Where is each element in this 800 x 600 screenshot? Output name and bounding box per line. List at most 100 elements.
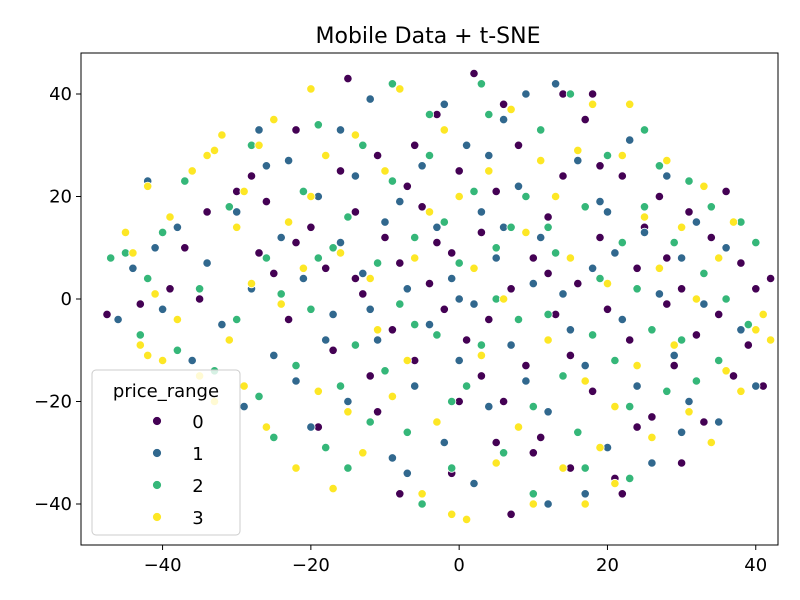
scatter-point-class-3 bbox=[261, 422, 271, 432]
scatter-point-class-3 bbox=[684, 407, 694, 417]
scatter-point-class-3 bbox=[714, 253, 724, 263]
scatter-point-class-3 bbox=[350, 130, 360, 140]
scatter-point-class-3 bbox=[439, 125, 449, 135]
scatter-point-class-3 bbox=[165, 212, 175, 222]
scatter-point-class-3 bbox=[254, 140, 264, 150]
legend-box bbox=[91, 369, 241, 536]
scatter-point-class-0 bbox=[602, 304, 613, 314]
scatter-point-class-1 bbox=[521, 89, 531, 99]
scatter-point-class-2 bbox=[647, 325, 657, 335]
scatter-point-class-1 bbox=[506, 340, 516, 350]
scatter-point-class-2 bbox=[550, 248, 561, 258]
scatter-point-class-0 bbox=[684, 207, 694, 217]
y-tick-label: 0 bbox=[61, 289, 72, 310]
scatter-point-class-1 bbox=[565, 325, 576, 335]
scatter-point-class-2 bbox=[610, 355, 620, 366]
scatter-point-class-2 bbox=[476, 340, 486, 350]
scatter-point-class-3 bbox=[269, 115, 279, 125]
scatter-point-class-0 bbox=[380, 232, 390, 243]
scatter-point-class-0 bbox=[513, 140, 524, 150]
scatter-point-class-0 bbox=[291, 238, 301, 248]
scatter-point-class-3 bbox=[187, 166, 197, 176]
scatter-point-class-2 bbox=[528, 401, 538, 412]
scatter-point-class-1 bbox=[283, 156, 294, 166]
scatter-point-class-1 bbox=[343, 396, 353, 407]
scatter-point-class-2 bbox=[543, 309, 553, 319]
scatter-point-class-2 bbox=[313, 120, 323, 130]
scatter-point-class-2 bbox=[625, 401, 635, 412]
scatter-point-class-2 bbox=[573, 427, 583, 437]
scatter-point-class-2 bbox=[232, 314, 242, 325]
scatter-point-class-1 bbox=[350, 171, 360, 181]
scatter-point-class-2 bbox=[528, 489, 538, 499]
scatter-point-class-2 bbox=[387, 176, 397, 186]
scatter-point-class-0 bbox=[291, 125, 301, 135]
scatter-point-class-3 bbox=[372, 325, 383, 335]
scatter-point-class-3 bbox=[328, 483, 338, 494]
scatter-point-class-0 bbox=[335, 166, 346, 176]
scatter-point-class-3 bbox=[610, 401, 620, 412]
scatter-point-class-1 bbox=[691, 217, 702, 227]
scatter-point-class-1 bbox=[587, 263, 598, 273]
scatter-point-class-0 bbox=[662, 253, 672, 263]
scatter-point-class-1 bbox=[625, 135, 635, 145]
scatter-point-class-3 bbox=[617, 150, 627, 161]
scatter-point-class-1 bbox=[498, 115, 509, 125]
scatter-point-class-2 bbox=[254, 391, 264, 401]
legend-label-3: 3 bbox=[192, 508, 203, 529]
scatter-point-class-0 bbox=[721, 186, 731, 196]
scatter-point-class-1 bbox=[439, 437, 449, 448]
scatter-point-class-1 bbox=[528, 278, 538, 289]
scatter-point-class-3 bbox=[625, 99, 635, 109]
scatter-point-class-1 bbox=[669, 350, 679, 360]
scatter-point-class-2 bbox=[669, 238, 679, 248]
scatter-point-class-0 bbox=[491, 186, 501, 196]
scatter-point-class-3 bbox=[432, 417, 442, 427]
scatter-point-class-2 bbox=[321, 442, 331, 453]
scatter-point-class-1 bbox=[639, 227, 650, 237]
scatter-point-class-1 bbox=[254, 125, 264, 135]
scatter-point-class-0 bbox=[528, 253, 538, 263]
scatter-point-class-0 bbox=[195, 294, 205, 304]
scatter-point-class-2 bbox=[135, 330, 145, 340]
scatter-point-class-1 bbox=[261, 161, 271, 171]
chart-title: Mobile Data + t-SNE bbox=[316, 24, 541, 49]
scatter-point-class-0 bbox=[343, 74, 353, 84]
scatter-point-class-3 bbox=[543, 335, 553, 345]
scatter-point-class-1 bbox=[558, 289, 568, 299]
scatter-point-class-3 bbox=[580, 499, 590, 509]
scatter-point-class-2 bbox=[454, 258, 464, 268]
scatter-point-class-1 bbox=[617, 314, 627, 325]
scatter-point-class-2 bbox=[469, 186, 479, 196]
scatter-point-class-0 bbox=[662, 299, 672, 309]
scatter-point-class-2 bbox=[143, 273, 153, 284]
scatter-point-class-2 bbox=[424, 109, 435, 120]
scatter-point-class-1 bbox=[550, 79, 561, 89]
scatter-point-class-3 bbox=[587, 99, 598, 109]
scatter-point-class-2 bbox=[410, 319, 420, 330]
scatter-point-class-1 bbox=[676, 427, 687, 437]
scatter-point-class-1 bbox=[447, 273, 457, 284]
scatter-point-class-0 bbox=[676, 458, 687, 468]
scatter-point-class-3 bbox=[150, 289, 160, 299]
scatter-point-class-2 bbox=[158, 227, 168, 237]
scatter-point-class-3 bbox=[676, 222, 687, 232]
scatter-point-class-0 bbox=[536, 432, 546, 442]
scatter-point-class-2 bbox=[639, 202, 650, 212]
scatter-point-class-3 bbox=[706, 437, 716, 448]
scatter-point-class-3 bbox=[550, 191, 561, 202]
scatter-point-class-0 bbox=[714, 309, 724, 319]
scatter-point-class-0 bbox=[751, 284, 761, 294]
scatter-point-class-1 bbox=[402, 284, 412, 294]
scatter-point-class-2 bbox=[432, 330, 442, 340]
scatter-point-class-0 bbox=[580, 115, 590, 125]
scatter-point-class-3 bbox=[491, 458, 501, 468]
scatter-point-class-2 bbox=[513, 314, 524, 325]
scatter-point-class-3 bbox=[365, 273, 375, 284]
scatter-point-class-2 bbox=[498, 448, 509, 458]
scatter-point-class-3 bbox=[669, 340, 679, 350]
scatter-point-class-1 bbox=[387, 453, 397, 463]
scatter-point-class-1 bbox=[365, 94, 375, 104]
scatter-point-class-0 bbox=[328, 345, 338, 355]
scatter-point-class-0 bbox=[617, 171, 627, 181]
